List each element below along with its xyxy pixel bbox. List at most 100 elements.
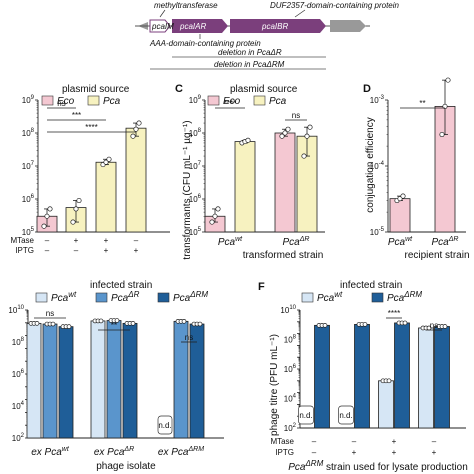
legend-label-wt: Pcawt: [51, 290, 77, 304]
legend-label-eco: Eco: [57, 96, 75, 107]
legend-swatch-dr: [95, 292, 108, 303]
significance-label: ns: [46, 309, 54, 318]
data-point: [212, 213, 218, 219]
legend-label-drm: PcaΔRM: [173, 290, 208, 304]
data-point: [197, 321, 203, 327]
row-value: –: [352, 437, 357, 446]
panel-letter-c: C: [175, 83, 183, 95]
nd-label: n.d.: [158, 421, 171, 430]
y-tick-label: 102: [284, 423, 297, 433]
bar: [106, 320, 122, 439]
bar: [418, 327, 434, 429]
row-value: +: [392, 448, 397, 457]
row-value: +: [392, 437, 397, 446]
legend-label-pca: Pca: [269, 96, 287, 107]
bar: [122, 322, 138, 439]
data-point: [47, 206, 53, 212]
y-tick-label: 107: [22, 161, 35, 171]
y-tick-label: 108: [189, 128, 202, 138]
duf2357-label: DUF2357-domain-containing protein: [270, 1, 400, 10]
significance-label: ns: [57, 99, 65, 108]
gene-pcaim: [149, 19, 171, 33]
legend-title: plasmid source: [230, 84, 298, 95]
data-point: [41, 223, 47, 229]
y-tick-label: 104: [12, 401, 25, 411]
panel-c-xlabel: transformed strain: [243, 250, 324, 261]
row-value: +: [104, 236, 109, 245]
legend-label-wt: Pcawt: [317, 290, 343, 304]
row-value: +: [432, 448, 437, 457]
y-tick-label: 10-5: [370, 227, 385, 237]
gene-label-pcaiar: pcaIAR: [179, 22, 206, 31]
bar: [394, 322, 410, 429]
legend-label-dr: PcaΔR: [111, 290, 140, 304]
legend-swatch-pca: [87, 95, 100, 106]
row-label: MTase: [270, 437, 294, 446]
bar: [274, 132, 296, 233]
data-point: [114, 318, 120, 323]
panel-f-ylabel: phage titre (PFU mL⁻¹): [269, 334, 280, 436]
row-label: IPTG: [15, 246, 34, 255]
bar: [58, 326, 74, 439]
deletion-rm-label: deletion in PcaΔRM: [214, 60, 285, 69]
legend-panel-b: plasmid source Eco Pca: [41, 84, 130, 107]
data-point: [34, 321, 40, 326]
row-value: +: [104, 246, 109, 255]
data-point: [304, 133, 310, 139]
group-label: Pcawt: [218, 236, 243, 248]
data-point: [136, 120, 142, 126]
data-point: [76, 197, 82, 204]
data-point: [442, 103, 448, 109]
bar: [26, 322, 42, 439]
y-tick-label: 108: [12, 337, 25, 347]
nd-box: [338, 405, 354, 425]
data-point: [322, 323, 328, 328]
data-point: [285, 126, 291, 132]
bar: [90, 320, 106, 439]
data-point: [130, 133, 136, 139]
data-point: [386, 378, 392, 384]
group-label: PcaΔR: [283, 236, 310, 248]
y-tick-label: 106: [189, 194, 202, 204]
legend-swatch-wt: [301, 292, 314, 303]
data-point: [98, 318, 104, 324]
flanking-gene-right: [330, 20, 366, 32]
y-tick-label: 109: [189, 95, 202, 105]
significance-label: ns: [185, 333, 193, 342]
y-tick-label: 106: [284, 364, 297, 374]
panel-c-ylabel: transformants (CFU mL⁻¹ µg⁻¹): [182, 120, 193, 259]
legend-label-pca: Pca: [103, 96, 121, 107]
row-label: IPTG: [275, 448, 294, 457]
legend-title: plasmid source: [62, 84, 130, 95]
data-point: [130, 321, 136, 326]
legend-swatch-eco: [207, 95, 220, 106]
y-tick-label: 108: [22, 128, 35, 138]
data-point: [73, 206, 79, 212]
gene-label-pcaim: pcaIM: [151, 22, 174, 31]
bar: [434, 326, 450, 429]
bar: [234, 141, 256, 233]
data-point: [66, 324, 72, 330]
group-label: Pcawt: [388, 236, 413, 248]
significance-label: ****: [224, 99, 236, 108]
row-value: –: [45, 246, 50, 255]
data-point: [301, 153, 307, 159]
panel-d-xlabel: recipient strain: [404, 250, 469, 261]
y-tick-label: 109: [22, 95, 35, 105]
data-point: [445, 77, 451, 83]
y-tick-label: 107: [189, 161, 202, 171]
y-tick-label: 106: [22, 194, 35, 204]
legend-swatch-drm: [157, 292, 170, 303]
significance-label: ***: [72, 111, 81, 120]
legend-swatch-wt: [35, 292, 48, 303]
data-point: [50, 321, 56, 327]
data-point: [103, 159, 109, 165]
group-label: ex PcaΔR: [94, 446, 134, 458]
legend-label-eco: Eco: [223, 96, 241, 107]
panel-letter-f: F: [258, 281, 265, 293]
data-point: [181, 318, 187, 324]
row-value: –: [432, 437, 437, 446]
